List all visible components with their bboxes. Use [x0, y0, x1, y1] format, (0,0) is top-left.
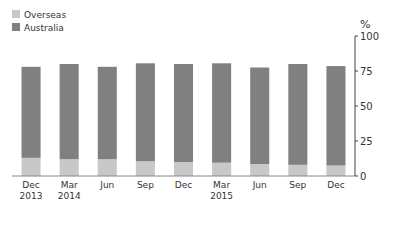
x-tick-label-line: Jun [99, 180, 114, 190]
y-tick [355, 141, 358, 142]
bar [60, 64, 79, 159]
bar [136, 63, 155, 161]
x-tick-label: Jun [99, 180, 114, 190]
x-tick-label-line: Mar [213, 180, 230, 190]
x-tick-label-line: 2013 [20, 191, 43, 201]
x-tick-label-line: 2015 [210, 191, 233, 201]
bar [326, 166, 345, 177]
legend: Overseas Australia [12, 10, 66, 33]
x-tick-label: Mar2014 [58, 180, 81, 201]
y-tick-label: 100 [360, 31, 379, 42]
x-tick-label-line: Dec [175, 180, 192, 190]
x-tick-label: Sep [137, 180, 154, 190]
x-tick-label: Dec [175, 180, 192, 190]
y-axis-label: % [360, 18, 370, 31]
x-axis-line [12, 176, 355, 177]
x-tick-label: Jun [252, 180, 267, 190]
x-tick-label-line: Sep [137, 180, 154, 190]
bar [212, 63, 231, 162]
bar [174, 162, 193, 176]
x-tick-label: Mar2015 [210, 180, 233, 201]
bar [60, 159, 79, 176]
bar [250, 164, 269, 176]
bar [250, 68, 269, 165]
bar [174, 64, 193, 162]
x-tick-label-line: 2014 [58, 191, 81, 201]
x-tick-label-line: Jun [252, 180, 267, 190]
bar [98, 67, 117, 159]
x-tick-label-line: Sep [289, 180, 306, 190]
x-tick-label: Dec [327, 180, 344, 190]
chart: 0255075100%Dec2013Mar2014JunSepDecMar201… [0, 0, 397, 227]
bar [22, 67, 41, 158]
x-tick-label-line: Dec [22, 180, 39, 190]
x-tick-label: Sep [289, 180, 306, 190]
x-tick-label-line: Dec [327, 180, 344, 190]
legend-label: Overseas [24, 10, 66, 20]
y-tick [355, 36, 358, 37]
legend-swatch [12, 23, 20, 31]
bar [212, 163, 231, 176]
y-tick [355, 176, 358, 177]
y-tick-label: 75 [360, 66, 373, 77]
bar [98, 159, 117, 176]
bar [288, 165, 307, 176]
y-tick-label: 25 [360, 136, 373, 147]
y-tick-label: 0 [360, 171, 366, 182]
bar [136, 161, 155, 176]
y-tick [355, 71, 358, 72]
y-tick [355, 106, 358, 107]
bars [22, 63, 346, 176]
legend-swatch [12, 10, 20, 18]
legend-label: Australia [24, 23, 64, 33]
bar [288, 64, 307, 165]
x-tick-label: Dec2013 [20, 180, 43, 201]
y-tick-label: 50 [360, 101, 373, 112]
bar [22, 158, 41, 176]
bar [326, 66, 345, 165]
x-tick-label-line: Mar [61, 180, 78, 190]
